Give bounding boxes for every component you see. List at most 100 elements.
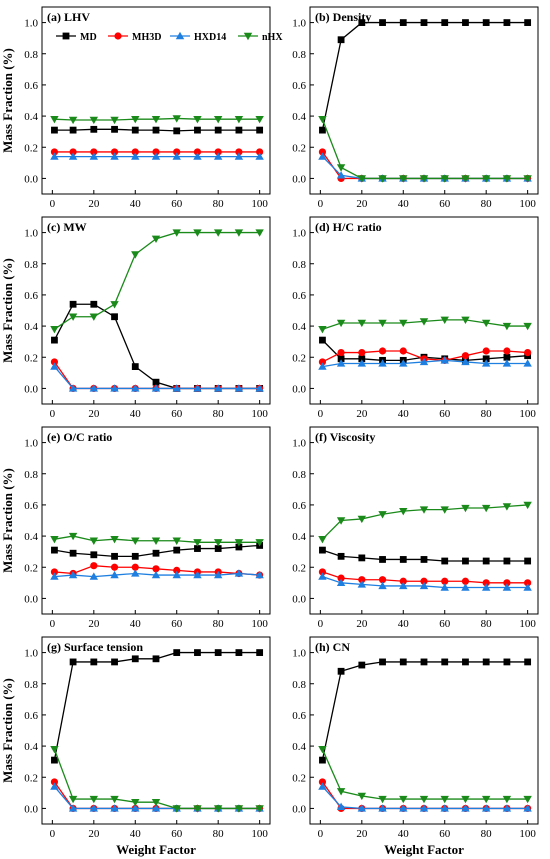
series-line <box>321 21 528 131</box>
data-point <box>502 583 512 591</box>
legend-item: nHX <box>238 32 283 43</box>
legend-label: MH3D <box>132 32 161 43</box>
y-tick-label: 0.0 <box>24 383 38 395</box>
data-point <box>50 148 59 156</box>
data-point <box>256 126 264 134</box>
data-point <box>523 501 532 510</box>
y-axis-label: Mass Fraction (%) <box>0 258 15 363</box>
legend-item: MH3D <box>108 32 161 43</box>
data-point <box>482 355 490 363</box>
data-point <box>151 537 161 545</box>
y-tick-label: 0.0 <box>292 173 306 185</box>
x-tick-label: 80 <box>481 408 493 420</box>
legend-label: MD <box>80 32 97 43</box>
data-point <box>89 152 99 160</box>
x-tick-label: 40 <box>398 408 410 420</box>
data-point <box>234 229 244 237</box>
data-point <box>462 658 469 666</box>
data-point <box>213 116 223 124</box>
data-point <box>111 552 118 560</box>
y-tick-label: 0.8 <box>24 679 38 691</box>
chart-panel: 0.0 0.2 0.4 0.6 0.8 1.0 0 20 40 60 80 100 (c) MW Mass… <box>0 216 271 420</box>
data-point <box>68 570 78 579</box>
x-tick-label: 0 <box>318 198 324 210</box>
data-point <box>318 778 327 786</box>
y-tick-label: 0.0 <box>24 593 38 605</box>
data-point <box>358 355 366 363</box>
series-hxd14 <box>318 782 532 812</box>
data-point <box>357 792 367 801</box>
data-point <box>337 36 345 44</box>
y-tick-label: 1.0 <box>24 228 38 240</box>
data-point <box>193 152 202 160</box>
y-tick-label: 0.0 <box>292 803 306 815</box>
plot-frame <box>41 6 271 195</box>
data-point <box>255 384 264 392</box>
panel-title: (f) Viscosity <box>315 430 375 444</box>
chart-panel: 0.0 0.2 0.4 0.6 0.8 1.0 0 20 40 60 80 100 (a) LHV Mas… <box>0 6 283 210</box>
legend: MD MH3D HXD14 nHX <box>56 31 283 43</box>
y-tick-label: 0.4 <box>292 531 306 543</box>
y-tick-label: 0.8 <box>24 469 38 481</box>
x-tick-label: 60 <box>439 828 451 840</box>
data-point <box>51 756 58 764</box>
plot-frame <box>309 6 539 195</box>
series-nhx <box>50 229 264 334</box>
data-point <box>399 804 408 812</box>
x-tick-label: 20 <box>88 618 100 630</box>
data-point <box>50 116 59 124</box>
data-point <box>235 126 243 134</box>
data-point <box>482 579 490 587</box>
data-point <box>358 576 366 584</box>
series-md <box>319 546 532 565</box>
data-point <box>213 384 223 392</box>
data-point <box>110 795 119 804</box>
y-tick-label: 0.2 <box>24 352 38 364</box>
data-point <box>68 804 78 812</box>
data-point <box>318 572 327 580</box>
panel-title: (a) LHV <box>47 10 90 24</box>
data-point <box>503 557 511 565</box>
data-point <box>172 570 181 579</box>
chart-panel: 0.0 0.2 0.4 0.6 0.8 1.0 0 20 40 60 80 100 (g) Surfac… <box>0 636 271 857</box>
data-point <box>419 357 429 366</box>
data-point <box>523 322 532 331</box>
data-point <box>461 583 470 591</box>
y-tick-label: 0.4 <box>292 111 306 123</box>
x-tick-label: 0 <box>318 828 324 840</box>
data-point <box>399 319 408 328</box>
plot-frame <box>309 426 539 615</box>
data-point <box>131 363 139 370</box>
data-point <box>357 515 367 524</box>
data-point <box>481 804 491 812</box>
data-point <box>440 356 449 364</box>
data-point <box>111 313 118 321</box>
data-point <box>193 570 202 579</box>
data-point <box>172 384 181 392</box>
series-hxd14 <box>50 152 264 160</box>
data-point <box>90 125 98 133</box>
data-point <box>378 511 387 519</box>
data-point <box>255 152 264 160</box>
data-point <box>524 19 532 26</box>
y-tick-label: 0.4 <box>24 321 38 333</box>
panel-title: (g) Surface tension <box>47 640 143 654</box>
data-point <box>213 152 223 160</box>
data-point <box>461 504 470 513</box>
data-point <box>111 125 118 133</box>
y-axis-label: Mass Fraction (%) <box>0 678 15 783</box>
y-tick-label: 1.0 <box>292 228 306 240</box>
data-point <box>524 579 532 587</box>
data-point <box>378 795 387 804</box>
data-point <box>357 804 367 812</box>
y-tick-label: 0.6 <box>24 290 38 302</box>
data-point <box>193 384 202 392</box>
data-point <box>172 805 181 813</box>
x-tick-label: 0 <box>50 618 56 630</box>
data-point <box>319 756 326 764</box>
data-point <box>481 175 491 183</box>
data-point <box>152 655 160 663</box>
x-tick-label: 60 <box>171 828 183 840</box>
data-point <box>152 378 160 386</box>
series-hxd14 <box>50 362 264 392</box>
